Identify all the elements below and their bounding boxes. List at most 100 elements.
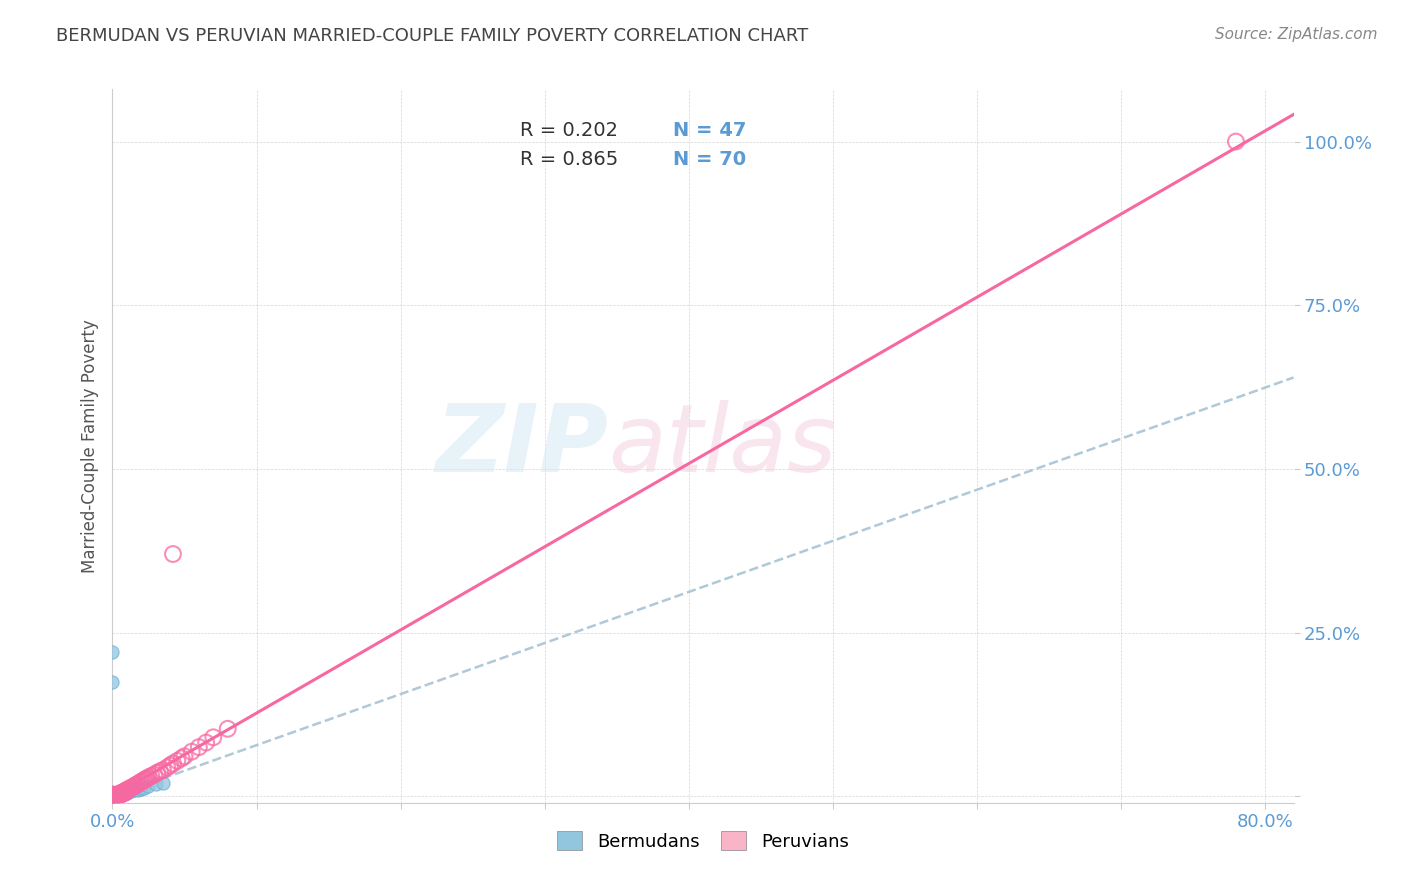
Point — [162, 547, 184, 561]
Point — [101, 789, 124, 804]
Text: N = 70: N = 70 — [673, 150, 747, 169]
Point — [101, 786, 124, 800]
Point — [112, 787, 135, 801]
Point — [101, 789, 124, 804]
Point — [101, 789, 124, 804]
Point — [101, 789, 124, 804]
Point — [101, 789, 124, 804]
Point — [138, 770, 160, 784]
Point — [202, 731, 225, 745]
Point — [101, 789, 124, 804]
Point — [101, 789, 124, 804]
Point — [143, 767, 166, 781]
Point — [108, 786, 131, 800]
Point — [217, 722, 239, 736]
Point — [101, 789, 124, 804]
Text: Source: ZipAtlas.com: Source: ZipAtlas.com — [1215, 27, 1378, 42]
Point — [138, 780, 160, 794]
Point — [105, 789, 128, 804]
Point — [124, 782, 146, 797]
Point — [101, 789, 124, 804]
Point — [101, 788, 124, 802]
Point — [114, 784, 136, 798]
Point — [195, 735, 218, 749]
Point — [166, 754, 188, 768]
Text: BERMUDAN VS PERUVIAN MARRIED-COUPLE FAMILY POVERTY CORRELATION CHART: BERMUDAN VS PERUVIAN MARRIED-COUPLE FAMI… — [56, 27, 808, 45]
Point — [114, 785, 136, 799]
Point — [101, 789, 124, 804]
Legend: Bermudans, Peruvians: Bermudans, Peruvians — [550, 824, 856, 858]
Point — [101, 674, 124, 689]
Point — [117, 782, 139, 797]
Point — [162, 756, 184, 771]
Point — [118, 783, 141, 797]
Point — [187, 740, 209, 755]
Point — [101, 789, 124, 804]
Point — [129, 782, 152, 797]
Point — [152, 776, 174, 790]
Point — [159, 758, 181, 772]
Point — [121, 782, 143, 797]
Point — [149, 764, 172, 779]
Point — [101, 789, 124, 804]
Point — [121, 780, 143, 794]
Point — [101, 789, 124, 803]
Point — [135, 772, 157, 787]
Point — [128, 781, 150, 796]
Point — [101, 789, 124, 804]
Y-axis label: Married-Couple Family Poverty: Married-Couple Family Poverty — [80, 319, 98, 573]
Point — [114, 785, 136, 799]
Point — [108, 788, 131, 802]
Text: N = 47: N = 47 — [673, 121, 747, 140]
Point — [101, 787, 124, 801]
Point — [145, 777, 167, 791]
Point — [101, 789, 124, 804]
Point — [152, 763, 174, 777]
Point — [101, 789, 124, 804]
Point — [129, 775, 152, 789]
Point — [105, 789, 128, 803]
Point — [180, 745, 202, 759]
Point — [115, 782, 138, 797]
Point — [134, 780, 156, 795]
Point — [101, 788, 124, 802]
Point — [110, 788, 132, 802]
Point — [111, 785, 134, 799]
Point — [101, 789, 124, 804]
Point — [111, 787, 134, 801]
Point — [104, 789, 127, 804]
Point — [101, 789, 124, 804]
Point — [122, 783, 145, 797]
Text: R = 0.865: R = 0.865 — [520, 150, 619, 169]
Point — [141, 769, 163, 783]
Point — [1225, 135, 1247, 149]
Point — [170, 751, 193, 765]
Point — [107, 787, 129, 801]
Point — [132, 774, 155, 789]
Text: R = 0.202: R = 0.202 — [520, 121, 619, 140]
Point — [101, 789, 124, 804]
Point — [115, 784, 138, 798]
Point — [122, 780, 145, 794]
Point — [118, 781, 141, 796]
Point — [101, 789, 124, 804]
Point — [101, 789, 124, 804]
Point — [128, 775, 150, 789]
Point — [101, 787, 124, 801]
Point — [110, 786, 132, 800]
Point — [127, 777, 149, 791]
Point — [136, 772, 159, 786]
Point — [120, 784, 142, 798]
Point — [101, 789, 124, 804]
Point — [110, 787, 132, 801]
Point — [115, 784, 138, 798]
Point — [117, 785, 139, 799]
Point — [101, 789, 124, 804]
Point — [101, 789, 124, 804]
Point — [112, 785, 135, 799]
Point — [101, 789, 124, 804]
Point — [156, 760, 179, 774]
Point — [101, 789, 124, 804]
Point — [101, 789, 124, 804]
Point — [124, 778, 146, 792]
